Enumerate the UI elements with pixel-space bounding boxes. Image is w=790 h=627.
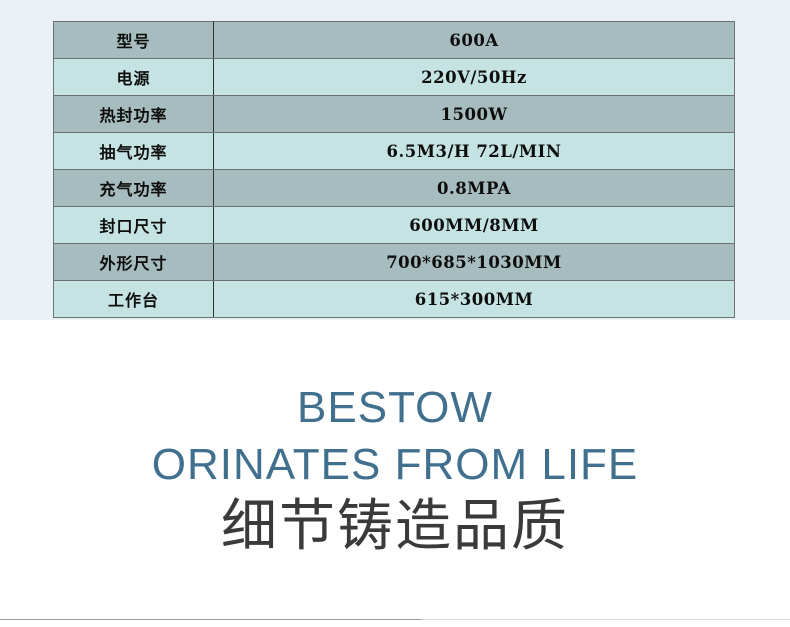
spec-label-cell: 充气功率 (53, 169, 214, 207)
table-row: 热封功率 1500W (53, 95, 735, 133)
product-specification-table: 型号 600A 电源 220V/50Hz 热封功率 1500W 抽气功率 6.5… (53, 21, 735, 318)
spec-label-cell: 电源 (53, 58, 214, 96)
table-row: 电源 220V/50Hz (53, 58, 735, 96)
table-row: 外形尺寸 700*685*1030MM (53, 243, 735, 281)
spec-value-cell: 700*685*1030MM (213, 243, 735, 281)
spec-value-cell: 6.5M3/H 72L/MIN (213, 132, 735, 170)
spec-label-cell: 型号 (53, 21, 214, 59)
spec-value-cell: 600A (213, 21, 735, 59)
spec-label-cell: 外形尺寸 (53, 243, 214, 281)
spec-value-cell: 1500W (213, 95, 735, 133)
table-row: 型号 600A (53, 21, 735, 59)
spec-label-cell: 封口尺寸 (53, 206, 214, 244)
spec-band: 型号 600A 电源 220V/50Hz 热封功率 1500W 抽气功率 6.5… (0, 0, 790, 320)
table-row: 抽气功率 6.5M3/H 72L/MIN (53, 132, 735, 170)
spec-value-cell: 220V/50Hz (213, 58, 735, 96)
spec-value-cell: 615*300MM (213, 280, 735, 318)
spec-value-cell: 0.8MPA (213, 169, 735, 207)
bottom-divider-light-segment (421, 619, 790, 620)
slogan-english-line-2: ORINATES FROM LIFE (151, 440, 639, 489)
bottom-divider-dark-segment (0, 619, 421, 620)
table-row: 封口尺寸 600MM/8MM (53, 206, 735, 244)
spec-value-cell: 600MM/8MM (213, 206, 735, 244)
bottom-divider (0, 619, 790, 620)
slogan-chinese-line: 细节铸造品质 (221, 494, 569, 559)
spec-label-cell: 抽气功率 (53, 132, 214, 170)
table-row: 工作台 615*300MM (53, 280, 735, 318)
spec-table-body: 型号 600A 电源 220V/50Hz 热封功率 1500W 抽气功率 6.5… (53, 21, 735, 318)
slogan-english-line-1: BESTOW (297, 383, 493, 432)
slogan-block: BESTOW ORINATES FROM LIFE 细节铸造品质 (0, 320, 790, 619)
spec-label-cell: 工作台 (53, 280, 214, 318)
table-row: 充气功率 0.8MPA (53, 169, 735, 207)
spec-label-cell: 热封功率 (53, 95, 214, 133)
